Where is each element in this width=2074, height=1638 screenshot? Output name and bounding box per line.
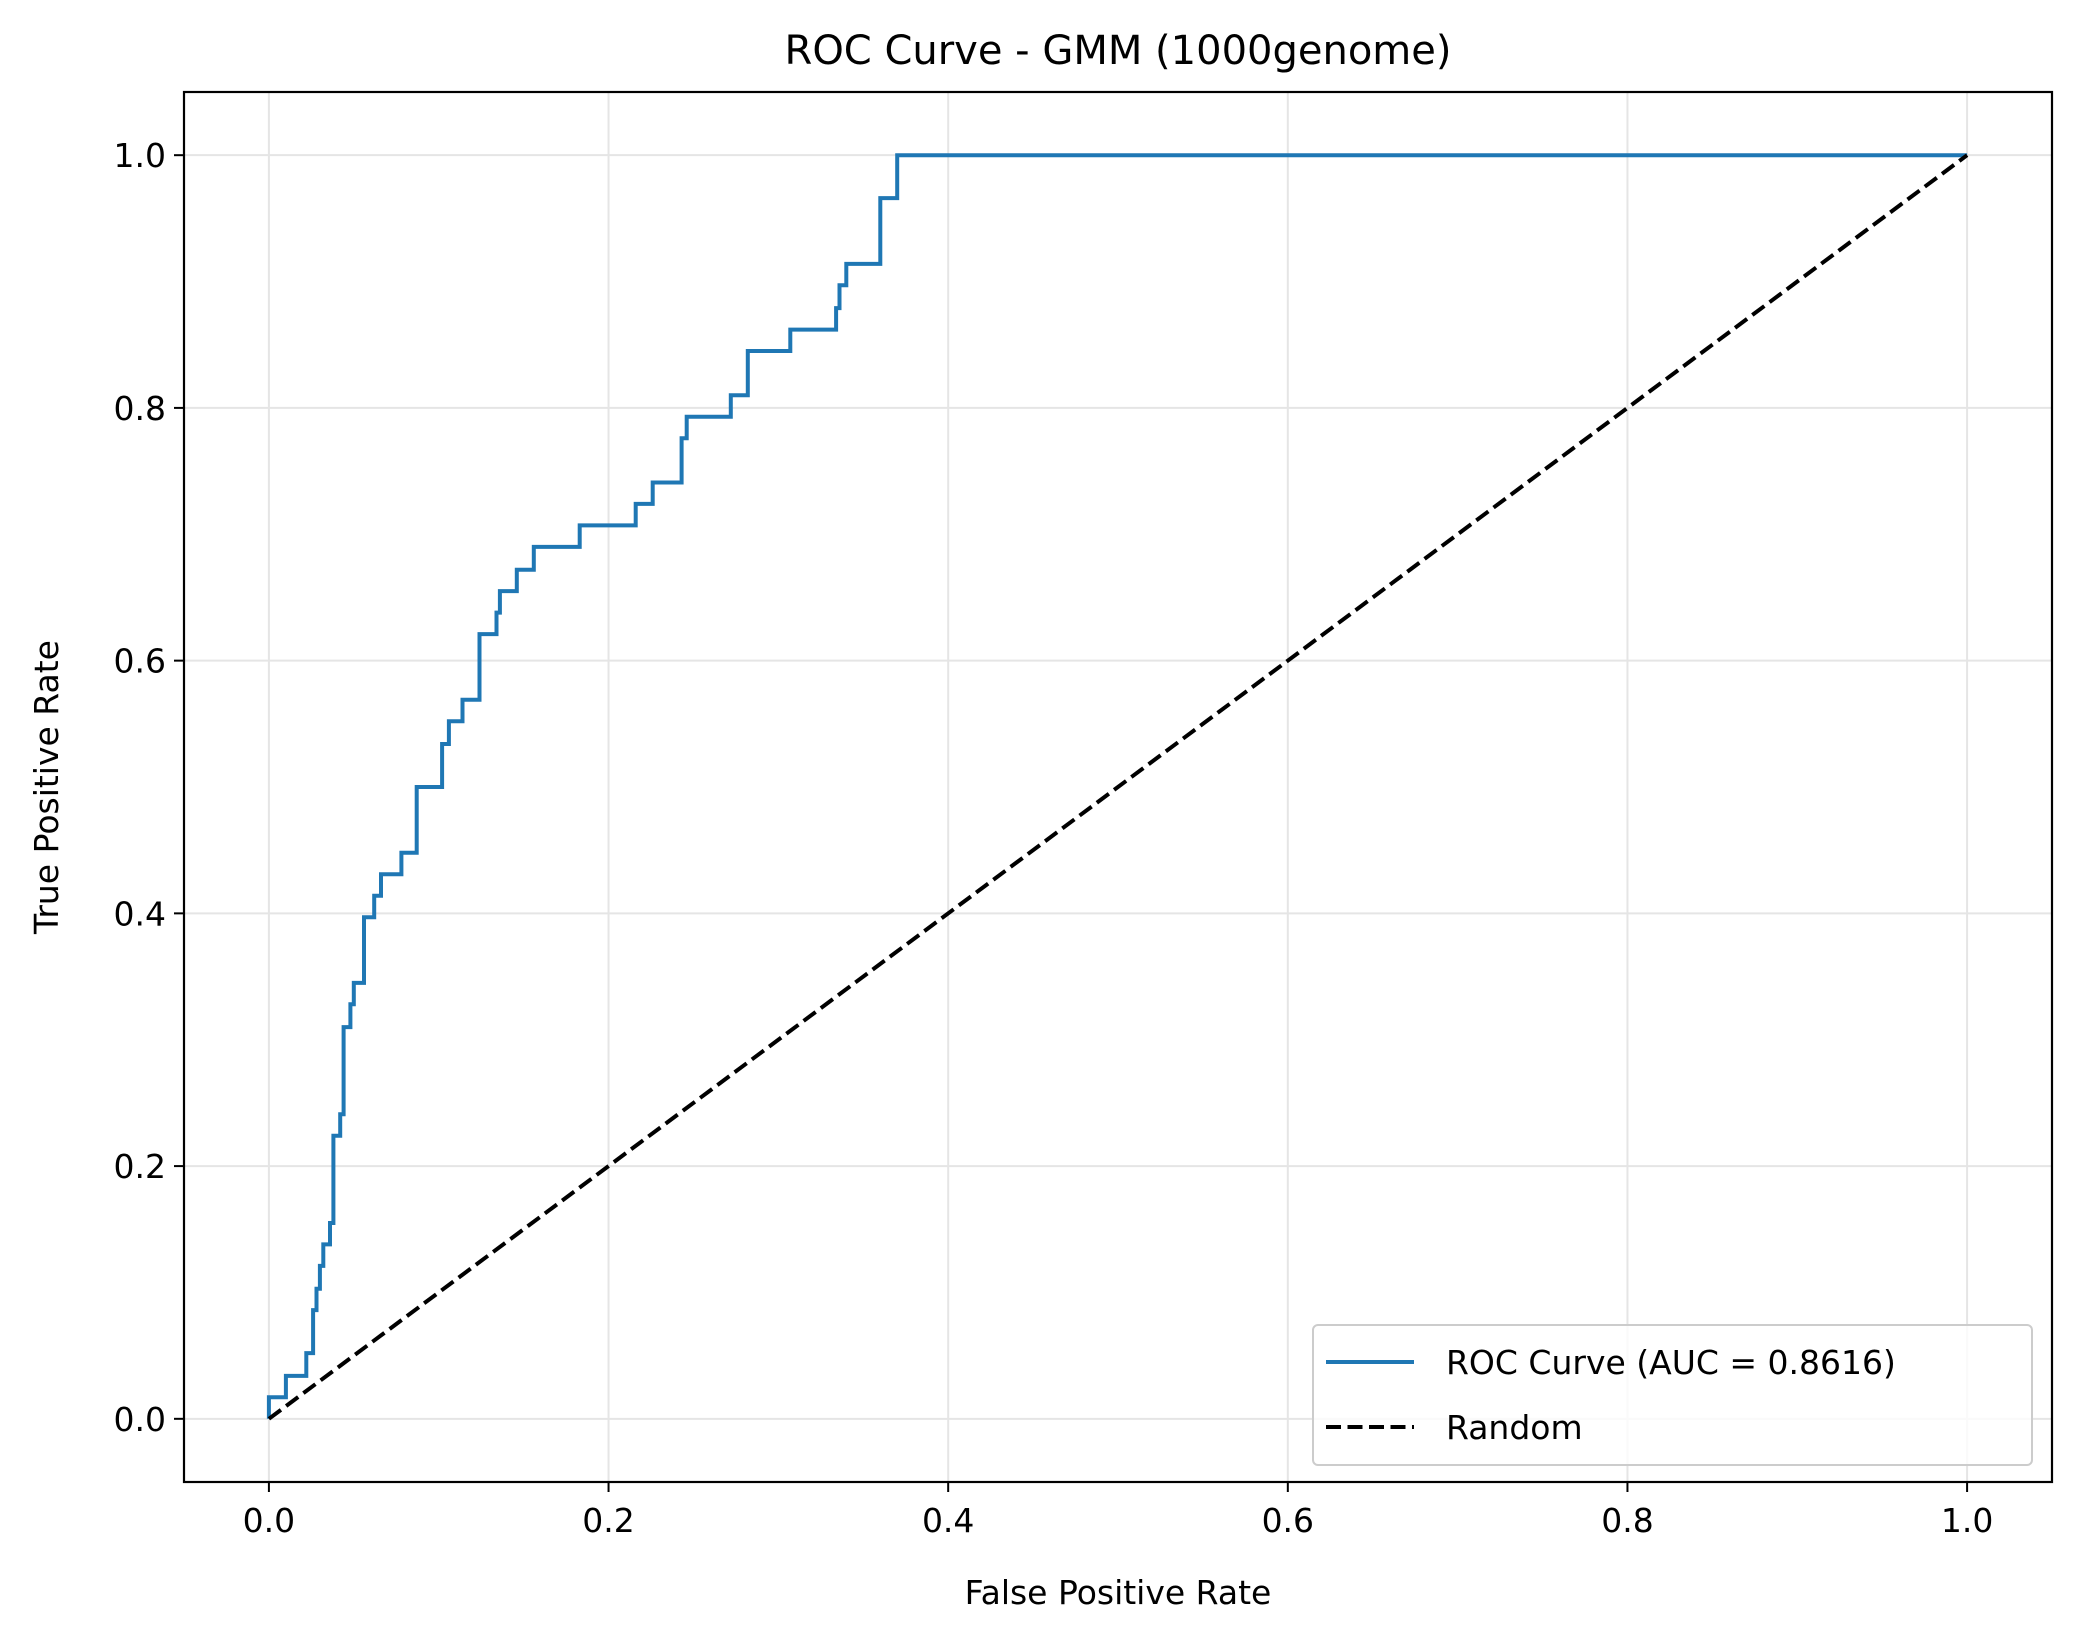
x-tick-label: 1.0 xyxy=(1941,1501,1993,1540)
series-layer xyxy=(266,153,1969,1421)
x-axis-label: False Positive Rate xyxy=(965,1573,1272,1612)
legend: ROC Curve (AUC = 0.8616) Random xyxy=(1312,1324,2033,1466)
y-tick-label: 0.0 xyxy=(114,1400,166,1439)
x-tick-label: 0.2 xyxy=(582,1501,634,1540)
legend-label-roc: ROC Curve (AUC = 0.8616) xyxy=(1446,1343,1896,1382)
legend-box xyxy=(1312,1324,2033,1466)
chart-title: ROC Curve - GMM (1000genome) xyxy=(785,28,1452,74)
x-tick-label: 0.6 xyxy=(1262,1501,1314,1540)
y-tick-label: 0.2 xyxy=(114,1147,166,1186)
y-tick-label: 0.4 xyxy=(114,894,166,933)
y-tick-label: 1.0 xyxy=(114,136,166,175)
legend-label-random: Random xyxy=(1446,1408,1583,1447)
ticks: 0.0 0.2 0.4 0.6 0.8 1.0 0.0 0.2 0.4 0.6 0.8 1.0 xyxy=(114,136,1994,1540)
x-tick-label: 0.4 xyxy=(922,1501,974,1540)
plot-frame xyxy=(182,90,2054,1484)
y-tick-label: 0.8 xyxy=(114,389,166,428)
x-tick-label: 0.0 xyxy=(243,1501,295,1540)
roc-curve-line xyxy=(266,153,1968,1419)
x-tick-label: 0.8 xyxy=(1601,1501,1653,1540)
random-baseline-line xyxy=(267,153,1969,1421)
y-tick-label: 0.6 xyxy=(114,642,166,681)
grid xyxy=(184,92,2052,1482)
y-axis-label: True Positive Rate xyxy=(27,640,66,935)
